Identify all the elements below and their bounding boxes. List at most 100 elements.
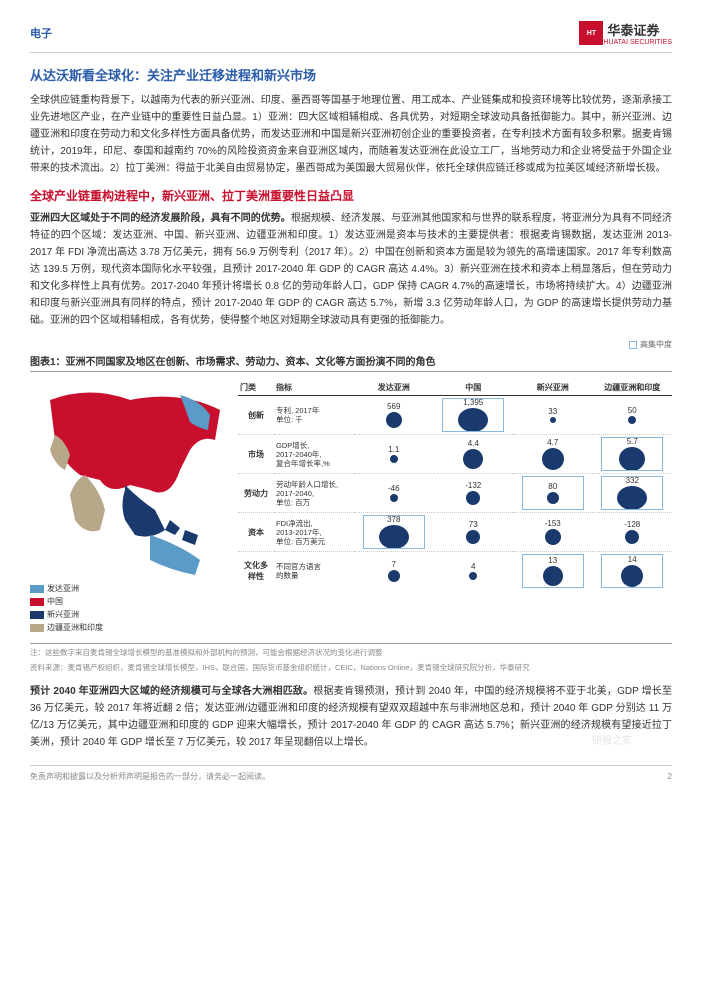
category-cell: 文化多样性 xyxy=(238,552,274,591)
bubble-cell: 569 xyxy=(354,396,434,435)
watermark-text: 研报之家 xyxy=(592,732,632,747)
bubble-cell: -128 xyxy=(593,513,673,552)
highlight-box xyxy=(522,476,584,510)
map-legend-item: 边疆亚洲和印度 xyxy=(30,622,230,633)
table-header-cell: 新兴亚洲 xyxy=(513,380,593,396)
bubble-cell: -46 xyxy=(354,474,434,513)
bubble-value: 73 xyxy=(469,520,478,529)
bubble-cell: 4.7 xyxy=(513,435,593,474)
legend-label: 边疆亚洲和印度 xyxy=(47,623,103,632)
bubble-cell: 73 xyxy=(434,513,514,552)
para3-lead: 预计 2040 年亚洲四大区域的经济规模可与全球各大洲相匹敌。 xyxy=(30,686,313,697)
bubble-icon xyxy=(463,449,483,469)
bubble-value: 4 xyxy=(471,562,475,571)
category-cell: 劳动力 xyxy=(238,474,274,513)
bubble-table-column: 门类指标发达亚洲中国新兴亚洲边疆亚洲和印度 创新专利, 2017年单位: 千56… xyxy=(230,380,672,635)
bubble-cell: 4 xyxy=(434,552,514,591)
page-number: 2 xyxy=(668,772,672,781)
bubble-value: 33 xyxy=(548,407,557,416)
bubble-icon xyxy=(466,491,480,505)
table-body: 创新专利, 2017年单位: 千5691,3953350市场GDP增长,2017… xyxy=(238,396,672,591)
bubble-cell: 7 xyxy=(354,552,434,591)
highlight-box xyxy=(601,476,663,510)
table-header-cell: 门类 xyxy=(238,380,274,396)
figure-1: 高集中度 图表1：亚洲不同国家及地区在创新、市场需求、劳动力、资本、文化等方面扮… xyxy=(30,339,672,673)
watermark-icon: 报 xyxy=(592,689,632,729)
highlight-box xyxy=(601,437,663,471)
map-legend-item: 发达亚洲 xyxy=(30,583,230,594)
logo-icon: HT xyxy=(579,21,603,45)
indicator-cell: 不同官方语言的数量 xyxy=(274,552,354,591)
section-title-1: 从达沃斯看全球化：关注产业迁移进程和新兴市场 xyxy=(30,65,672,84)
bubble-icon xyxy=(542,448,564,470)
indicator-cell: 劳动年龄人口增长,2017-2040,单位: 百万 xyxy=(274,474,354,513)
category-cell: 市场 xyxy=(238,435,274,474)
bubble-value: -132 xyxy=(465,481,481,490)
bubble-icon xyxy=(545,529,561,545)
bubble-table: 门类指标发达亚洲中国新兴亚洲边疆亚洲和印度 创新专利, 2017年单位: 千56… xyxy=(238,380,672,590)
legend-note-text: 高集中度 xyxy=(640,340,672,349)
paragraph-2: 亚洲四大区域处于不同的经济发展阶段，具有不同的优势。根据规模、经济发展、与亚洲其… xyxy=(30,210,672,329)
paragraph-1: 全球供应链重构背景下，以越南为代表的新兴亚洲、印度、墨西哥等国基于地理位置、用工… xyxy=(30,92,672,177)
bubble-icon xyxy=(390,494,398,502)
legend-label: 发达亚洲 xyxy=(47,584,79,593)
page: 电子 HT 华泰证券 HUATAI SECURITIES 从达沃斯看全球化：关注… xyxy=(0,0,702,797)
bubble-value: 7 xyxy=(392,560,396,569)
watermark: 报 研报之家 xyxy=(592,689,632,747)
bubble-cell: 14 xyxy=(593,552,673,591)
legend-color-swatch xyxy=(30,611,44,619)
bubble-value: -153 xyxy=(545,519,561,528)
bubble-cell: 5.7 xyxy=(593,435,673,474)
map-column: 发达亚洲中国新兴亚洲边疆亚洲和印度 xyxy=(30,380,230,635)
bubble-icon xyxy=(628,416,636,424)
category-label: 电子 xyxy=(30,25,52,41)
bubble-cell: -153 xyxy=(513,513,593,552)
highlight-box xyxy=(522,554,584,588)
legend-label: 新兴亚洲 xyxy=(47,610,79,619)
bubble-cell: 80 xyxy=(513,474,593,513)
legend-color-swatch xyxy=(30,585,44,593)
bubble-cell: 1,395 xyxy=(434,396,514,435)
table-header-cell: 发达亚洲 xyxy=(354,380,434,396)
asia-map-icon xyxy=(30,380,230,580)
section-title-2: 全球产业链重构进程中，新兴亚洲、拉丁美洲重要性日益凸显 xyxy=(30,187,672,204)
bubble-value: 4.4 xyxy=(468,439,479,448)
map-legend: 发达亚洲中国新兴亚洲边疆亚洲和印度 xyxy=(30,583,230,633)
table-header-row: 门类指标发达亚洲中国新兴亚洲边疆亚洲和印度 xyxy=(238,380,672,396)
bubble-cell: 332 xyxy=(593,474,673,513)
figure-note: 注：这些数字来自麦肯锡全球增长模型的基准模拟和外部机构的预测，可能会根据经济状况… xyxy=(30,648,672,659)
table-row: 资本FDI净流出,2013-2017年,单位: 百万美元37873-153-12… xyxy=(238,513,672,552)
bubble-cell: -132 xyxy=(434,474,514,513)
bubble-cell: 4.4 xyxy=(434,435,514,474)
table-header-cell: 边疆亚洲和印度 xyxy=(593,380,673,396)
legend-label: 中国 xyxy=(47,597,63,606)
bubble-icon xyxy=(550,417,556,423)
para2-body: 根据规模、经济发展、与亚洲其他国家和与世界的联系程度，将亚洲分为具有不同经济特征… xyxy=(30,213,672,326)
highlight-box xyxy=(363,515,425,549)
map-legend-item: 中国 xyxy=(30,596,230,607)
legend-swatch-icon xyxy=(629,341,637,349)
indicator-cell: FDI净流出,2013-2017年,单位: 百万美元 xyxy=(274,513,354,552)
bubble-value: 569 xyxy=(387,402,400,411)
map-legend-item: 新兴亚洲 xyxy=(30,609,230,620)
bubble-icon xyxy=(390,455,398,463)
figure-source: 资料来源：麦肯锡产权组织，麦肯锡全球增长模型，IHS，联合国，国际货币基金组织统… xyxy=(30,663,672,674)
figure-title: 图表1：亚洲不同国家及地区在创新、市场需求、劳动力、资本、文化等方面扮演不同的角… xyxy=(30,353,672,372)
paragraph-3: 预计 2040 年亚洲四大区域的经济规模可与全球各大洲相匹敌。根据麦肯锡预测，预… xyxy=(30,683,672,751)
bubble-value: 4.7 xyxy=(547,438,558,447)
page-footer: 免责声明和披露以及分析师声明是报告的一部分，请务必一起阅读。 2 xyxy=(30,765,672,782)
page-header: 电子 HT 华泰证券 HUATAI SECURITIES xyxy=(30,20,672,53)
bubble-icon xyxy=(625,530,639,544)
bubble-value: 50 xyxy=(628,406,637,415)
indicator-cell: GDP增长,2017-2040年,复合年增长率,% xyxy=(274,435,354,474)
bubble-value: 1.1 xyxy=(388,445,399,454)
bubble-cell: 378 xyxy=(354,513,434,552)
disclaimer-text: 免责声明和披露以及分析师声明是报告的一部分，请务必一起阅读。 xyxy=(30,771,270,782)
bubble-cell: 13 xyxy=(513,552,593,591)
bubble-value: -46 xyxy=(388,484,400,493)
bubble-value: -128 xyxy=(624,520,640,529)
table-header-cell: 指标 xyxy=(274,380,354,396)
bubble-cell: 1.1 xyxy=(354,435,434,474)
figure-legend-note: 高集中度 xyxy=(30,339,672,353)
para2-lead: 亚洲四大区域处于不同的经济发展阶段，具有不同的优势。 xyxy=(30,213,291,224)
